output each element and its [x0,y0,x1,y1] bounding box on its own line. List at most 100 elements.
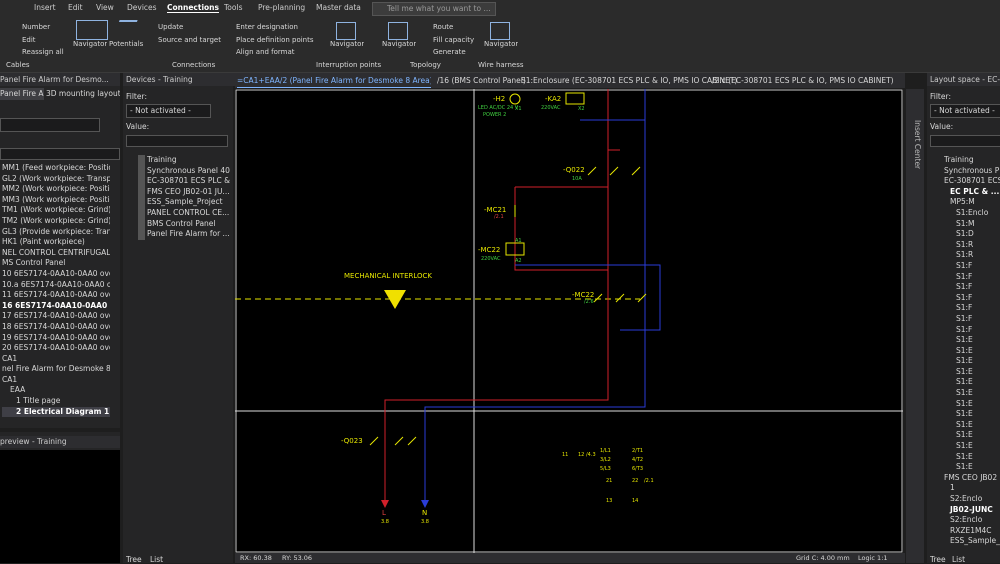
tree-item[interactable]: S1:R [956,250,974,260]
doc-tab[interactable]: /2.c (EC-308701 ECS PLC & IO, PMS IO CAB… [712,76,894,85]
tree-item[interactable]: 19 6ES7174-0AA10-0AA0 overv... [2,332,110,342]
tree-item[interactable]: S1:F [956,271,973,281]
tree-item[interactable]: S1:D [956,229,974,239]
tree-item[interactable]: S1:E [956,356,973,366]
tree-item[interactable]: NEL CONTROL CENTRIFUGAL [2,247,110,257]
value-box[interactable] [126,135,228,147]
tree-item[interactable]: 11 6ES7174-0AA10-0AA0 overv... [2,290,110,300]
ribbon-button[interactable]: Potentials [109,40,144,48]
tree-item[interactable]: S1:F [956,324,973,334]
tree-item[interactable]: S2:Enclo [950,515,983,525]
tree-item[interactable]: GL2 (Work workpiece: Transpo... [2,173,110,183]
tree-item[interactable]: Synchronous P [944,165,1000,175]
ribbon-button[interactable]: Fill capacity [433,35,475,44]
bottom-tab[interactable]: Tree [930,555,946,564]
tree-item[interactable]: MM2 (Work workpiece: Position) [2,184,110,194]
panel-tab[interactable]: Panel Fire Al... [0,88,44,100]
tree-item[interactable]: 10.a 6ES7174-0AA10-0AA0 ove... [2,279,110,289]
menu-tab[interactable]: Insert [34,3,56,12]
tree-item[interactable]: MP5:M [950,197,975,207]
tree-item[interactable]: S1:E [956,345,973,355]
tree-item[interactable]: EC-308701 ECS PLC &... [138,176,230,187]
ribbon-button[interactable]: Generate [433,48,466,56]
menu-tab[interactable]: Edit [68,3,83,12]
tree-item[interactable]: Training [138,155,230,166]
tree-item[interactable]: S1:E [956,366,973,376]
tree-item[interactable]: S1:E [956,462,973,472]
ribbon-button[interactable]: Number [22,23,51,31]
menu-tab[interactable]: Tools [224,3,243,12]
side-tab[interactable]: Insert Center [913,120,922,170]
bottom-tab[interactable]: Tree [126,555,142,564]
ribbon-button[interactable]: Route [433,23,454,31]
doc-tab[interactable]: =CA1+EAA/2 (Panel Fire Alarm for Desmoke… [237,75,431,88]
tree-item[interactable]: Synchronous Panel 40... [138,165,230,177]
tree-item[interactable]: GL3 (Provide workpiece: Trans... [2,226,110,236]
tree-item[interactable]: EC PLC & ... [950,186,1000,196]
tree-item[interactable]: S1:F [956,303,973,313]
ribbon-button[interactable]: Navigator [330,40,365,48]
tree-item[interactable]: ESS_Sample_Pr [950,536,1000,546]
tree-item[interactable]: 10 6ES7174-0AA10-0AA0 overv... [2,268,110,278]
search-box[interactable]: Tell me what you want to ... [372,2,496,16]
doc-tab[interactable]: S1:Enclosure (EC-308701 ECS PLC & IO, PM… [521,76,738,85]
tree-item[interactable]: S1:E [956,430,973,440]
tree-item[interactable]: S1:E [956,335,973,345]
tree-item[interactable]: JB02-JUNC [950,504,993,514]
tree-item[interactable]: EC-308701 ECS [944,176,1000,186]
tree-item[interactable]: S1:E [956,441,973,451]
menu-tab[interactable]: Pre-planning [258,3,306,12]
tree-item[interactable]: S2:Enclo [950,494,983,503]
tree-item[interactable]: S1:E [956,398,973,408]
tree-item[interactable]: ESS_Sample_Project [138,197,230,208]
ribbon-button[interactable]: Source and target [158,35,221,44]
tree-item[interactable]: 1 [950,483,955,493]
tree-item[interactable]: Training [944,155,974,164]
tree-item[interactable]: FMS CEO JB02-01 JU... [138,186,230,198]
ribbon-button[interactable]: Align and format [236,48,295,56]
menu-tab[interactable]: Connections [167,3,219,13]
tree-item[interactable]: MM1 (Feed workpiece: Position) [2,163,110,172]
panel-tab[interactable]: 3D mounting layout -... [46,89,120,98]
tree-item[interactable]: EAA [10,385,26,395]
tree-item[interactable]: nel Fire Alarm for Desmoke 8 A... [2,364,110,374]
ribbon-button[interactable]: Reassign all [22,48,64,56]
tree-item[interactable]: 18 6ES7174-0AA10-0AA0 overv... [2,321,110,331]
menu-tab[interactable]: View [96,3,114,12]
filter-box[interactable] [0,118,100,132]
tree-item[interactable]: S1:E [956,419,973,429]
tree-item[interactable]: S1:E [956,377,973,387]
filter-select[interactable]: - Not activated - [930,104,1000,118]
tree-item[interactable]: 16 6ES7174-0AA10-0AA0 ove... [2,300,110,310]
bottom-tab[interactable]: List [952,555,966,564]
menu-tab[interactable]: Master data [316,3,361,12]
doc-tab[interactable]: /16 (BMS Control Panel) [437,76,526,85]
ribbon-button[interactable]: Edit [22,35,36,44]
tree-item[interactable]: S1:F [956,260,973,270]
menu-tab[interactable]: Devices [127,3,157,12]
ribbon-button[interactable]: Update [158,23,184,31]
tree-item[interactable]: BMS Control Panel [138,218,230,230]
tree-item[interactable]: CA1 [2,353,18,363]
tree-item[interactable]: 17 6ES7174-0AA10-0AA0 overv... [2,311,110,321]
tree-item[interactable]: S1:M [956,218,975,228]
ribbon-button[interactable]: Navigator [73,40,108,48]
tree-item[interactable]: FMS CEO JB02 [944,472,998,482]
tree-item[interactable]: S1:E [956,451,973,461]
tree-item[interactable]: CA1 [2,374,18,384]
tree-item[interactable]: S1:F [956,292,973,302]
tree-item[interactable]: S1:F [956,313,973,323]
value-box[interactable] [0,148,120,160]
tree-item[interactable]: Panel Fire Alarm for ... [138,229,230,240]
ribbon-button[interactable]: Enter designation [236,23,298,31]
tree-item[interactable]: HK1 (Paint workpiece) [2,237,85,247]
tree-item[interactable]: TM1 (Work workpiece: Grind) [2,205,110,215]
tree-item[interactable]: 1 Title page [16,396,61,406]
tree-item[interactable]: 20 6ES7174-0AA10-0AA0 overv... [2,343,110,353]
ribbon-button[interactable]: Place definition points [236,35,314,44]
filter-select[interactable]: - Not activated - [126,104,211,118]
tree-item[interactable]: S1:R [956,239,974,249]
tree-item[interactable]: 2 Electrical Diagram 1 [2,406,110,418]
tree-item[interactable]: S1:E [956,409,973,419]
tree-item[interactable]: PANEL CONTROL CE... [138,207,230,219]
